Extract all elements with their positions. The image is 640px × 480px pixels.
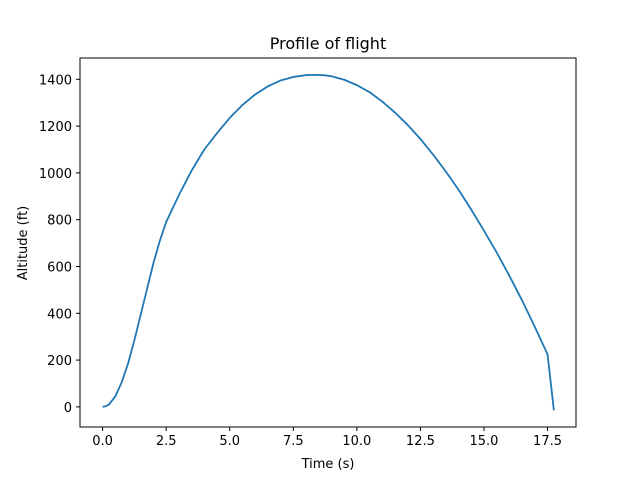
y-axis-label: Altitude (ft)	[16, 206, 31, 281]
y-tick-label: 400	[47, 307, 72, 322]
y-tick-label: 1200	[39, 120, 72, 135]
x-tick-label: 10.0	[342, 434, 371, 449]
x-tick-label: 0.0	[92, 434, 113, 449]
plot-frame	[79, 57, 577, 428]
series-line-0	[102, 73, 555, 411]
x-tick-label: 15.0	[469, 434, 498, 449]
plot-area	[102, 73, 555, 411]
y-axis: 0 200 400 600 800 1000 1200 1400	[39, 73, 80, 416]
x-axis-label: Time (s)	[301, 457, 355, 472]
x-tick-label: 2.5	[156, 434, 177, 449]
chart-title: Profile of flight	[270, 34, 386, 53]
x-tick-label: 17.5	[533, 434, 562, 449]
x-tick-label: 12.5	[406, 434, 435, 449]
y-tick-label: 0	[64, 401, 72, 416]
y-tick-label: 600	[47, 260, 72, 275]
x-tick-label: 7.5	[283, 434, 304, 449]
y-tick-label: 1400	[39, 73, 72, 88]
x-tick-label: 5.0	[219, 434, 240, 449]
y-tick-label: 800	[47, 214, 72, 229]
y-tick-label: 200	[47, 354, 72, 369]
x-axis: 0.0 2.5 5.0 7.5 10.0 12.5 15.0 17.5	[92, 427, 562, 449]
y-tick-label: 1000	[39, 167, 72, 182]
